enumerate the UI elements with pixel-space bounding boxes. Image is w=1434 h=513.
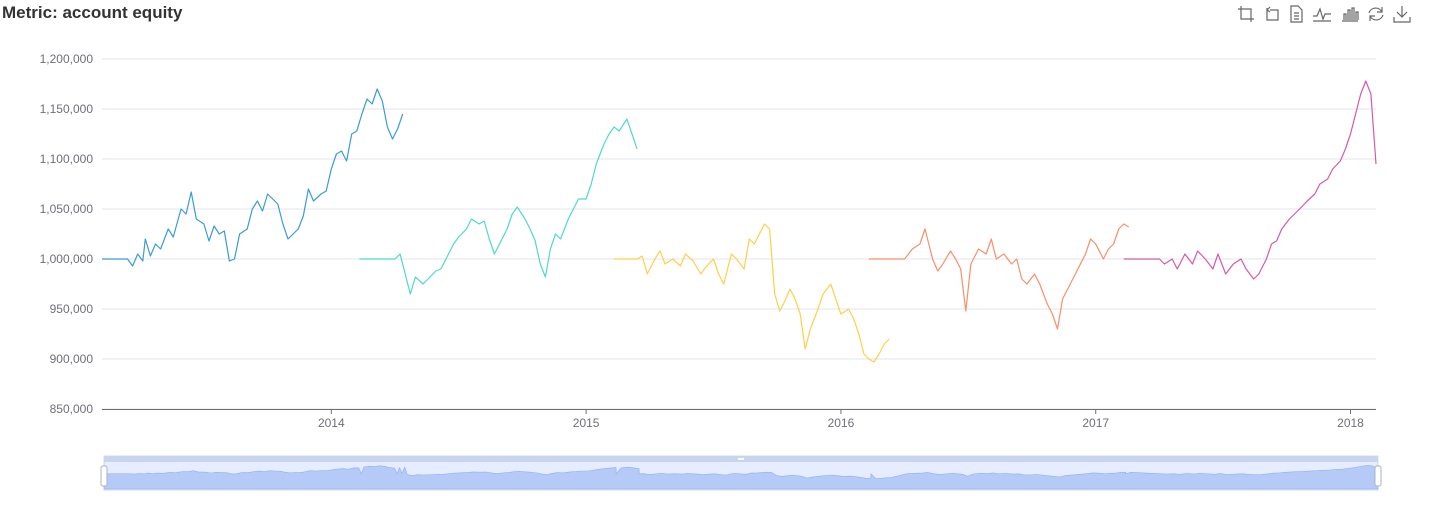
y-tick-label: 1,100,000 — [40, 152, 94, 166]
data-zoom-handle-left[interactable] — [100, 465, 108, 487]
y-tick-label: 1,200,000 — [40, 52, 94, 66]
series-line-5 — [1123, 80, 1377, 280]
series-line-4 — [868, 223, 1130, 330]
series-line-3 — [614, 223, 890, 363]
data-zoom-preview-area — [103, 465, 1379, 490]
y-tick-label: 850,000 — [50, 402, 94, 416]
y-tick-label: 900,000 — [50, 352, 94, 366]
y-tick-label: 1,150,000 — [40, 102, 94, 116]
x-tick-label: 2017 — [1082, 416, 1109, 430]
zoom-area-icon — [1238, 6, 1254, 22]
bar-chart-button[interactable] — [1340, 4, 1360, 24]
x-tick-label: 2016 — [828, 416, 855, 430]
zoom-reset-button[interactable] — [1262, 4, 1282, 24]
y-tick-label: 1,050,000 — [40, 202, 94, 216]
x-tick-label: 2015 — [573, 416, 600, 430]
data-zoom-slider[interactable] — [100, 455, 1382, 491]
download-icon — [1393, 6, 1411, 23]
download-button[interactable] — [1392, 4, 1412, 24]
line-chart-icon — [1313, 7, 1331, 22]
data-zoom-grip-icon — [738, 458, 744, 460]
restore-button[interactable] — [1366, 4, 1386, 24]
y-tick-label: 1,000,000 — [40, 252, 94, 266]
data-view-button[interactable] — [1286, 4, 1306, 24]
x-tick-label: 2014 — [318, 416, 345, 430]
page-title: Metric: account equity — [2, 3, 183, 22]
y-tick-label: 950,000 — [50, 302, 94, 316]
series-line-1 — [102, 88, 404, 267]
data-zoom-handle-right[interactable] — [1374, 465, 1382, 487]
x-tick-label: 2018 — [1337, 416, 1364, 430]
line-chart-button[interactable] — [1312, 4, 1332, 24]
series-line-2 — [359, 118, 638, 295]
restore-icon — [1368, 7, 1384, 21]
zoom-area-button[interactable] — [1236, 4, 1256, 24]
zoom-reset-icon — [1266, 6, 1279, 21]
bar-chart-icon — [1342, 7, 1359, 22]
data-view-icon — [1290, 5, 1303, 23]
